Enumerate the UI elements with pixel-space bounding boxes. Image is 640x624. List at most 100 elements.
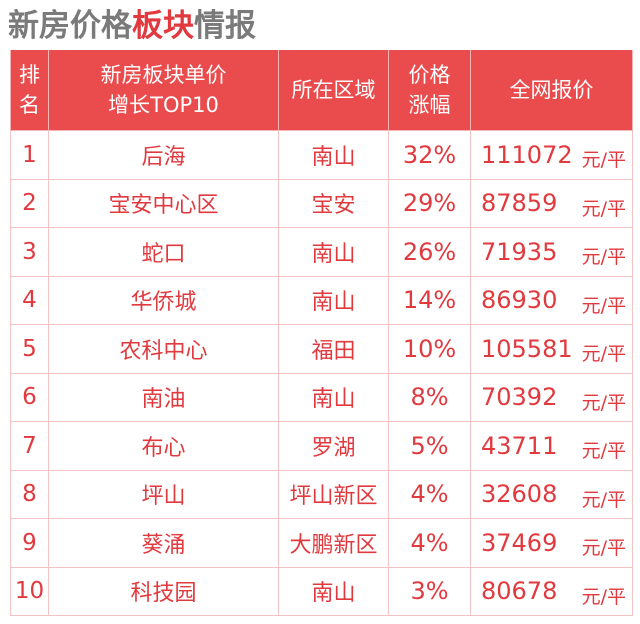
cell-area: 罗湖 [278, 421, 389, 471]
cell-pct: 4% [388, 470, 471, 519]
cell-pct: 8% [388, 373, 471, 422]
cell-name: 蛇口 [48, 227, 279, 277]
title-part: 情报 [194, 8, 256, 44]
table-row: 10 科技园 南山 3% 80678 元/平 [10, 567, 633, 616]
cell-pct: 14% [388, 276, 471, 325]
cell-name: 布心 [48, 421, 279, 471]
price-value: 32608 [481, 480, 558, 509]
price-unit: 元/平 [581, 294, 626, 317]
price-unit: 元/平 [581, 391, 626, 414]
header-cell: 价格 涨幅 [388, 50, 471, 131]
cell-price: 32608 元/平 [470, 470, 633, 519]
title-part: 板块 [132, 8, 194, 44]
price-value: 43711 [481, 431, 558, 460]
cell-price: 105581 元/平 [470, 324, 633, 374]
table-row: 2 宝安中心区 宝安 29% 87859 元/平 [10, 179, 633, 228]
header-cell: 所在区域 [278, 50, 389, 131]
cell-pct: 32% [388, 130, 471, 180]
cell-pct: 3% [388, 567, 471, 616]
cell-area: 南山 [278, 276, 389, 325]
price-value: 111072 [481, 140, 573, 169]
cell-price: 70392 元/平 [470, 373, 633, 422]
header-row: 排名新房板块单价 增长TOP10 所在区域 价格 涨幅 全网报价 [10, 50, 633, 131]
price-unit: 元/平 [581, 488, 626, 511]
title: 新房价格板块情报 [8, 4, 256, 48]
table-row: 5 农科中心 福田 10% 105581 元/平 [10, 324, 633, 374]
cell-area: 南山 [278, 227, 389, 277]
price-value: 70392 [481, 383, 558, 412]
cell-rank: 7 [10, 421, 49, 471]
header-text: 增长TOP10 [108, 93, 219, 117]
table-row: 9 葵涌 大鹏新区 4% 37469 元/平 [10, 518, 633, 568]
cell-rank: 2 [10, 179, 49, 228]
price-unit: 元/平 [581, 246, 626, 268]
price-value: 87859 [481, 189, 558, 218]
cell-rank: 4 [10, 276, 49, 325]
cell-name: 葵涌 [48, 518, 279, 568]
cell-rank: 5 [10, 324, 49, 374]
cell-rank: 8 [10, 470, 49, 519]
cell-pct: 5% [388, 421, 471, 471]
price-unit: 元/平 [581, 537, 626, 559]
header-cell: 全网报价 [470, 50, 633, 131]
cell-pct: 4% [388, 518, 471, 568]
cell-pct: 29% [388, 179, 471, 228]
cell-name: 南油 [48, 373, 279, 422]
table-row: 4 华侨城 南山 14% 86930 元/平 [10, 276, 633, 325]
cell-area: 南山 [278, 373, 389, 422]
cell-area: 坪山新区 [278, 470, 389, 519]
price-unit: 元/平 [581, 149, 626, 171]
table-row: 3 蛇口 南山 26% 71935 元/平 [10, 227, 633, 277]
cell-area: 南山 [278, 130, 389, 180]
table-row: 6 南油 南山 8% 70392 元/平 [10, 373, 633, 422]
table-row: 8 坪山 坪山新区 4% 32608 元/平 [10, 470, 633, 519]
cell-price: 43711 元/平 [470, 421, 633, 471]
price-unit: 元/平 [581, 343, 626, 365]
price-value: 80678 [481, 577, 558, 606]
cell-rank: 1 [10, 130, 49, 180]
cell-rank: 9 [10, 518, 49, 568]
price-value: 37469 [481, 528, 558, 557]
price-unit: 元/平 [581, 440, 626, 462]
table-row: 7 布心 罗湖 5% 43711 元/平 [10, 421, 633, 471]
title-part: 新房价格 [8, 8, 132, 44]
cell-price: 86930 元/平 [470, 276, 633, 325]
price-unit: 元/平 [581, 585, 626, 608]
cell-area: 宝安 [278, 179, 389, 228]
price-table: 排名新房板块单价 增长TOP10 所在区域 价格 涨幅 全网报价 1 后海 南山 32% 1110… [10, 50, 633, 616]
cell-name: 华侨城 [48, 276, 279, 325]
header-cell: 排名 [10, 50, 49, 131]
header-text: 名 [19, 93, 40, 117]
cell-rank: 6 [10, 373, 49, 422]
cell-name: 农科中心 [48, 324, 279, 374]
cell-pct: 10% [388, 324, 471, 374]
cell-name: 后海 [48, 130, 279, 180]
cell-area: 福田 [278, 324, 389, 374]
cell-rank: 3 [10, 227, 49, 277]
table-body: 1 后海 南山 32% 111072 元/平 2 宝安中心区 宝安 29% 87859 元/平 3 蛇口南… [10, 130, 633, 616]
cell-price: 80678 元/平 [470, 567, 633, 616]
cell-area: 大鹏新区 [278, 518, 389, 568]
header-text: 所在区域 [291, 78, 376, 102]
price-unit: 元/平 [581, 197, 626, 220]
price-value: 71935 [481, 237, 558, 266]
table-row: 1 后海 南山 32% 111072 元/平 [10, 130, 633, 180]
cell-price: 71935 元/平 [470, 227, 633, 277]
header-text: 全网报价 [509, 78, 594, 102]
header-text: 涨幅 [408, 93, 451, 117]
cell-price: 111072 元/平 [470, 130, 633, 180]
price-value: 86930 [481, 286, 558, 315]
cell-name: 坪山 [48, 470, 279, 519]
cell-price: 87859 元/平 [470, 179, 633, 228]
cell-area: 南山 [278, 567, 389, 616]
cell-name: 科技园 [48, 567, 279, 616]
header-text: 排 [19, 63, 40, 87]
cell-price: 37469 元/平 [470, 518, 633, 568]
cell-rank: 10 [10, 567, 49, 616]
cell-pct: 26% [388, 227, 471, 277]
header-text: 价格 [408, 63, 451, 87]
cell-name: 宝安中心区 [48, 179, 279, 228]
header-cell: 新房板块单价 增长TOP10 [48, 50, 279, 131]
header-text: 新房板块单价 [100, 63, 227, 87]
